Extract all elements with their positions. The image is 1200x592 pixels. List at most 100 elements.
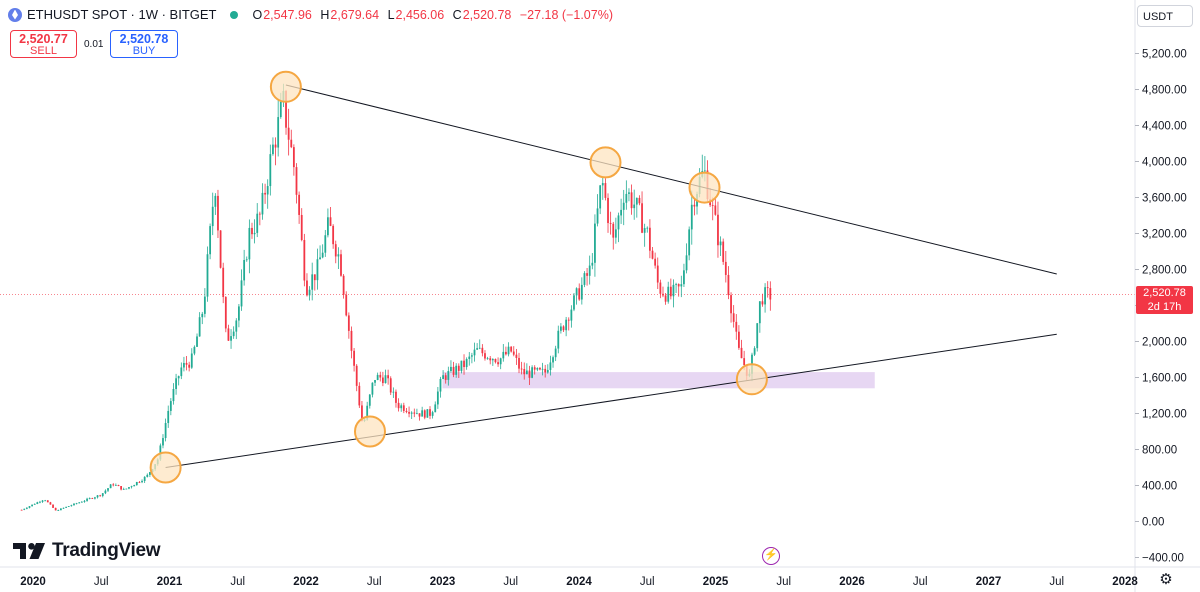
- candle-body: [109, 484, 112, 489]
- candle-body: [478, 347, 481, 349]
- candle-body: [761, 301, 764, 305]
- candle-body: [646, 227, 649, 229]
- candle-body: [217, 195, 219, 231]
- candle-body: [148, 472, 151, 475]
- candle-body: [256, 213, 259, 233]
- x-tick-label: Jul: [776, 576, 791, 588]
- candle-body: [196, 336, 198, 347]
- candle-body: [269, 154, 272, 187]
- candle-body: [175, 378, 177, 389]
- candle-body: [546, 369, 549, 373]
- candle-body: [227, 328, 230, 341]
- candle-body: [36, 502, 39, 504]
- candle-body: [573, 295, 575, 310]
- tradingview-logo[interactable]: TradingView: [13, 540, 161, 562]
- gear-icon[interactable]: ⚙: [1159, 571, 1173, 588]
- candle-body: [39, 501, 41, 503]
- candle-body: [764, 287, 766, 305]
- candle-body: [489, 358, 492, 361]
- candle-body: [625, 193, 628, 203]
- candle-body: [669, 286, 672, 297]
- candle-body: [397, 402, 400, 409]
- candle-body: [272, 144, 274, 155]
- open-label: O: [252, 7, 263, 22]
- candle-body: [316, 259, 319, 281]
- candle-body: [211, 206, 214, 227]
- currency-selector[interactable]: USDT: [1137, 5, 1193, 27]
- candle-body: [486, 358, 489, 360]
- candle-body: [468, 356, 471, 360]
- pivot-circle: [735, 363, 768, 396]
- last-price-tag: 2,520.78 2d 17h: [1136, 286, 1193, 314]
- candle-body: [128, 487, 130, 489]
- candle-body: [172, 388, 175, 402]
- candle-body: [667, 286, 670, 302]
- candle-body: [515, 354, 518, 358]
- bar-countdown: 2d 17h: [1147, 301, 1182, 313]
- candle-body: [724, 261, 727, 275]
- x-tick-label: Jul: [913, 576, 928, 588]
- candle-body: [57, 510, 60, 511]
- x-tick-label: Jul: [1049, 576, 1064, 588]
- candle-body: [672, 284, 675, 297]
- candle-body: [46, 500, 49, 503]
- candle-body: [753, 348, 756, 355]
- candle-body: [633, 204, 636, 209]
- candle-body: [431, 412, 434, 416]
- candle-body: [717, 214, 719, 246]
- high-label: H: [320, 7, 330, 22]
- candle-body: [656, 265, 659, 283]
- x-tick-label: 2028: [1112, 576, 1138, 588]
- candle-body: [711, 205, 714, 206]
- candle-body: [664, 295, 667, 302]
- x-tick-label: 2023: [430, 576, 456, 588]
- y-tick-label: −400.00: [1142, 553, 1184, 565]
- candle-body: [531, 367, 533, 378]
- support-zone: [442, 372, 875, 389]
- flash-icon[interactable]: ⚡: [762, 547, 780, 565]
- candle-body: [541, 368, 544, 370]
- candle-body: [457, 365, 460, 371]
- sell-button[interactable]: 2,520.77 SELL: [10, 30, 77, 58]
- candle-body: [641, 203, 643, 233]
- sell-label: SELL: [30, 45, 57, 57]
- candle-body: [677, 284, 680, 287]
- candle-body: [224, 297, 227, 329]
- y-tick-label: 5,200.00: [1142, 49, 1187, 61]
- candle-body: [381, 377, 384, 384]
- candle-body: [353, 350, 355, 366]
- y-tick-label: 4,000.00: [1142, 157, 1187, 169]
- candle-body: [497, 362, 499, 365]
- candle-body: [614, 229, 617, 238]
- candle-body: [442, 375, 444, 379]
- candle-body: [67, 506, 70, 507]
- candle-body: [565, 319, 568, 331]
- candle-body: [740, 347, 743, 359]
- candle-body: [185, 362, 188, 365]
- x-tick-label: Jul: [94, 576, 109, 588]
- candle-body: [470, 355, 473, 357]
- candle-body: [455, 365, 458, 375]
- symbol-title[interactable]: ETHUSDT SPOT · 1W · BITGET: [27, 7, 217, 22]
- buy-button[interactable]: 2,520.78 BUY: [110, 30, 178, 58]
- candle-body: [183, 362, 185, 368]
- candle-body: [722, 241, 725, 262]
- candle-body: [300, 214, 303, 241]
- candle-body: [426, 409, 429, 418]
- candle-body: [460, 360, 463, 371]
- candle-body: [198, 317, 201, 337]
- candle-body: [327, 217, 329, 236]
- candle-body: [358, 385, 361, 406]
- y-tick-label: 1,200.00: [1142, 409, 1187, 421]
- candle-body: [465, 359, 468, 368]
- candle-body: [248, 227, 251, 260]
- y-tick-label: 400.00: [1142, 481, 1177, 493]
- high-value: 2,679.64: [330, 7, 380, 22]
- candle-body: [539, 368, 541, 370]
- candle-body: [395, 391, 397, 403]
- candle-body: [730, 295, 732, 314]
- candle-body: [306, 280, 308, 296]
- candle-body: [659, 282, 662, 294]
- candle-body: [340, 254, 342, 276]
